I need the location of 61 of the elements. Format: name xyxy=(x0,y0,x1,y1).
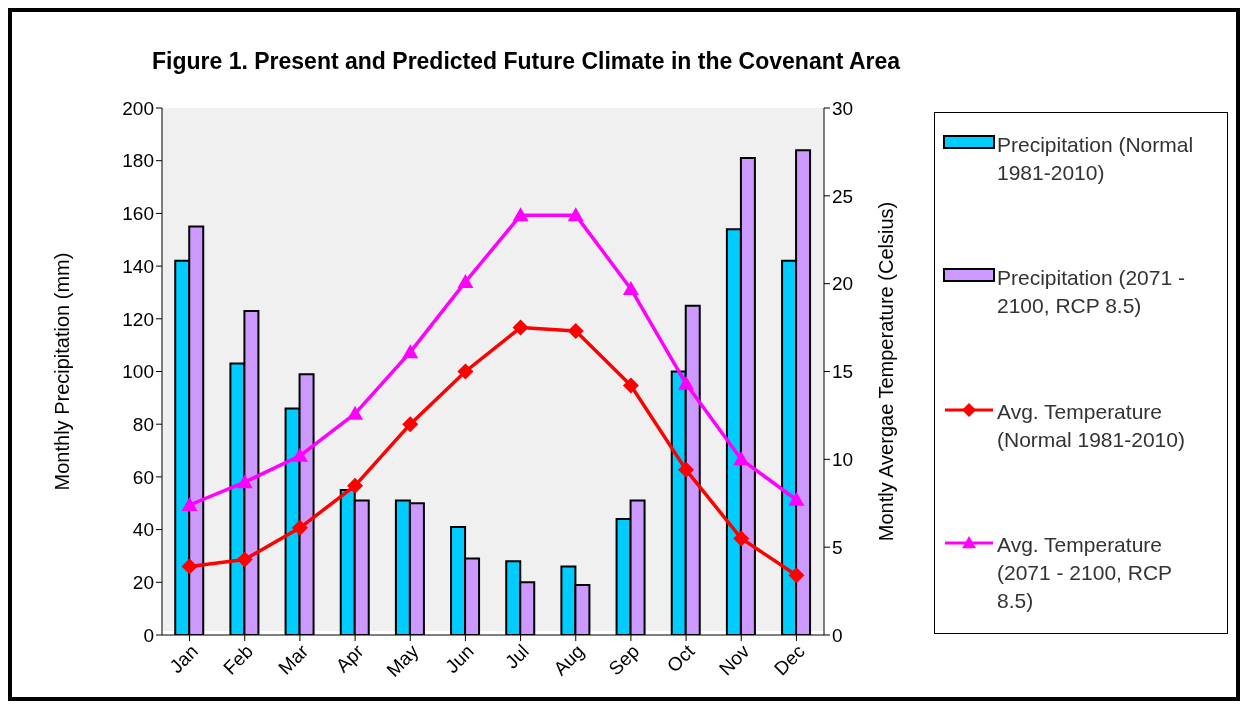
y-axis-title: Monthly Precipitation (mm) xyxy=(51,252,74,491)
x-tick-label: Nov xyxy=(714,640,754,680)
y2-tick-label: 5 xyxy=(832,536,843,558)
y2-tick-label: 15 xyxy=(832,361,854,383)
x-tick-label: Apr xyxy=(331,640,368,677)
point xyxy=(788,567,805,584)
y-tick-label: 160 xyxy=(122,203,154,225)
legend-label: Precipitation (Normal 1981-2010) xyxy=(997,132,1195,186)
x-tick-label: Jul xyxy=(500,640,533,673)
point xyxy=(181,558,198,575)
x-tick-label: Mar xyxy=(274,640,313,679)
y2-tick-label: 10 xyxy=(832,449,854,471)
y2-tick-label: 0 xyxy=(832,624,843,646)
point xyxy=(402,416,419,433)
y2-axis-title: Montly Avergae Temperature (Celsius) xyxy=(875,201,898,542)
y-tick-label: 80 xyxy=(132,413,154,435)
point xyxy=(567,323,584,340)
point xyxy=(402,344,419,359)
y2-tick-label: 25 xyxy=(832,185,854,207)
point xyxy=(457,363,474,380)
x-tick-label: Feb xyxy=(219,640,258,679)
y-tick-label: 0 xyxy=(143,624,154,646)
legend-label: Precipitation (2071 - 2100, RCP 8.5) xyxy=(997,265,1186,320)
y-tick-label: 120 xyxy=(122,308,154,330)
point xyxy=(236,551,253,568)
legend-label: Avg. Temperature (Normal 1981-2010) xyxy=(997,398,1186,453)
chart-title: Figure 1. Present and Predicted Future Climate in the Covenant Area xyxy=(152,48,902,75)
point xyxy=(512,319,529,336)
point xyxy=(678,375,695,390)
point xyxy=(622,280,639,295)
point xyxy=(181,497,198,512)
point xyxy=(622,377,639,394)
point xyxy=(291,447,308,462)
x-tick-label: Dec xyxy=(770,640,809,680)
x-tick-label: Aug xyxy=(549,640,589,680)
x-tick-label: Jan xyxy=(165,640,202,678)
x-tick-label: Sep xyxy=(604,640,644,680)
y-tick-label: 40 xyxy=(132,519,154,541)
x-tick-label: Oct xyxy=(662,640,699,677)
point xyxy=(733,451,750,466)
y-tick-label: 100 xyxy=(122,361,154,383)
x-tick-label: May xyxy=(382,640,423,681)
y-tick-label: 20 xyxy=(132,572,154,594)
point xyxy=(236,474,253,489)
point xyxy=(457,273,474,288)
point xyxy=(347,405,364,420)
point xyxy=(347,477,364,494)
y-tick-label: 180 xyxy=(122,150,154,172)
y2-tick-label: 20 xyxy=(832,273,854,295)
x-tick-label: Jun xyxy=(441,640,478,678)
point xyxy=(512,207,529,222)
y2-tick-label: 30 xyxy=(832,97,854,119)
y-tick-label: 200 xyxy=(122,97,154,119)
point xyxy=(567,207,584,222)
point xyxy=(291,519,308,536)
point xyxy=(733,530,750,547)
y-tick-label: 60 xyxy=(132,466,154,488)
point xyxy=(678,461,695,478)
legend-label: Avg. Temperature (2071 - 2100, RCP 8.5) xyxy=(997,532,1173,614)
point xyxy=(788,491,805,506)
y-tick-label: 140 xyxy=(122,255,154,277)
